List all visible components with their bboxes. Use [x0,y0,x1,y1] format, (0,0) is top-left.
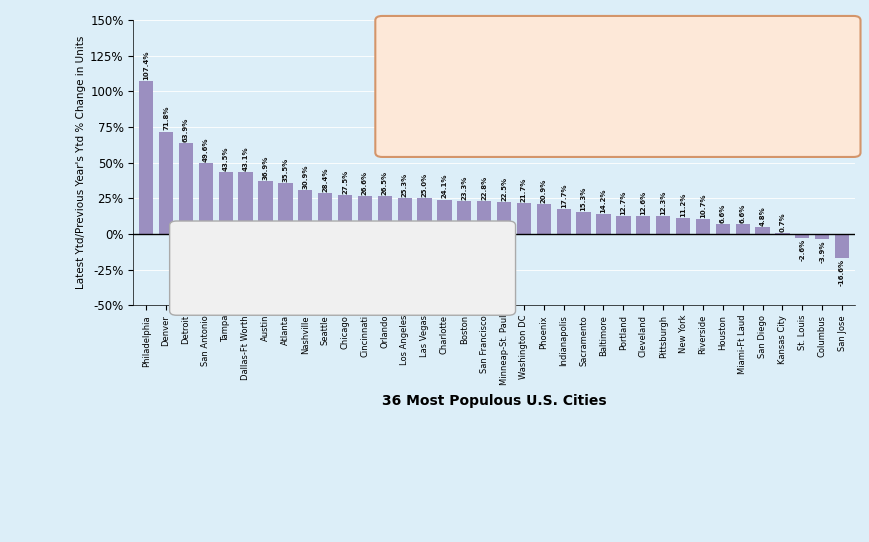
Text: 35.5%: 35.5% [282,158,288,182]
Bar [238,172,253,234]
Text: 27.5%: 27.5% [342,169,348,193]
Text: 63.9%: 63.9% [182,117,189,141]
Bar [318,193,332,234]
Text: 49.6%: 49.6% [202,138,209,162]
Text: California: California [530,66,589,76]
Text: 71.8%: 71.8% [163,106,169,131]
Bar [357,196,372,234]
Text: 21.7%: 21.7% [521,177,527,202]
Bar [456,201,471,234]
Bar [218,172,233,234]
Text: 6.6%: 6.6% [739,204,745,223]
Text: only three have recorded declines: only three have recorded declines [282,235,494,245]
Text: 20.9%: 20.9% [541,178,547,203]
Text: 12.6%: 12.6% [640,191,646,215]
Text: 107.4%: 107.4% [143,50,149,80]
Bar [774,233,789,234]
Text: Jacksonville, which is not shown, has recorded a gain of +54.5%.: Jacksonville, which is not shown, has re… [441,126,794,136]
Bar [516,203,530,234]
Text: 12.7%: 12.7% [620,190,626,215]
Bar [298,190,312,234]
Text: 24.1%: 24.1% [441,174,447,198]
Bar [179,143,193,234]
Text: -16.6%: -16.6% [838,259,844,286]
Text: 43.1%: 43.1% [242,147,249,171]
Bar [556,209,570,234]
Bar [615,216,630,234]
Text: 11.2%: 11.2% [680,192,686,217]
Bar [159,132,173,234]
Bar [417,198,431,234]
Text: 15.3%: 15.3% [580,186,586,211]
Bar [536,204,550,234]
Bar [258,181,272,234]
Y-axis label: Latest Ytd/Previous Year's Ytd % Change in Units: Latest Ytd/Previous Year's Ytd % Change … [76,36,86,289]
Bar [695,218,709,234]
Text: 12.3%: 12.3% [660,191,666,215]
Text: -3.9%: -3.9% [819,241,824,263]
Text: 14.2%: 14.2% [600,188,606,212]
X-axis label: 36 Most Populous U.S. Cities: 36 Most Populous U.S. Cities [381,393,606,408]
Text: +22.8%) have been doing better than San Diego (+4.8). In: +22.8%) have been doing better than San … [401,86,727,96]
Bar [576,212,590,234]
Bar [655,216,669,234]
Text: 0.7%: 0.7% [779,212,785,232]
Bar [397,198,411,234]
Bar [635,216,650,234]
Bar [476,202,491,234]
Text: , Los Angeles (+25.3%) and San Francisco: , Los Angeles (+25.3%) and San Francisco [589,66,819,76]
Bar [377,196,392,234]
Bar [754,227,769,234]
Text: Houston (+6.6%). In: Houston (+6.6%). In [415,66,530,76]
Text: 25.3%: 25.3% [401,172,408,197]
Bar [278,183,292,234]
Text: 17.7%: 17.7% [561,183,566,208]
Text: 36.9%: 36.9% [262,156,269,180]
Text: Texas: Texas [420,27,454,37]
Bar [139,81,153,234]
Text: 22.8%: 22.8% [481,176,487,200]
Text: 22.5%: 22.5% [501,177,507,201]
Text: 26.5%: 26.5% [381,171,388,195]
Text: -2.6%: -2.6% [799,239,805,261]
Text: , on a year-to-date percentage-change basis, San Antonio (+49.6%),: , on a year-to-date percentage-change ba… [454,27,828,37]
Bar [437,199,451,234]
Bar [595,214,610,234]
Text: Of the 36 cities,: Of the 36 cities, [189,235,282,245]
Text: In: In [407,27,420,37]
Text: 26.6%: 26.6% [362,171,368,195]
Bar [675,218,689,234]
Bar [734,224,749,234]
Text: , the leader: , the leader [770,86,833,96]
Text: 28.4%: 28.4% [322,168,328,192]
Text: 30.9%: 30.9% [302,164,308,189]
Bar [337,195,352,234]
Bar [198,163,213,234]
Bar [496,202,511,234]
Text: Florida: Florida [727,86,770,96]
Text: 10.7%: 10.7% [699,193,705,217]
Bar [834,234,848,257]
Text: among major cities shown in the chart has been Tampa (+43.5%), although: among major cities shown in the chart ha… [411,106,824,116]
Text: Dallas-Ft Worth (+43.1%) and Austin (+36.9%) have been doing better than: Dallas-Ft Worth (+43.1%) and Austin (+36… [409,47,825,56]
Text: 6.6%: 6.6% [719,204,725,223]
Text: in number of starts year to date vs Jan-Jul 2020.: in number of starts year to date vs Jan-… [208,268,476,278]
Text: 25.0%: 25.0% [421,173,427,197]
Bar [814,234,828,240]
Bar [715,224,729,234]
Text: 4.8%: 4.8% [759,206,765,226]
Bar [794,234,808,237]
Text: 23.3%: 23.3% [461,175,467,199]
Text: 43.5%: 43.5% [222,146,229,171]
